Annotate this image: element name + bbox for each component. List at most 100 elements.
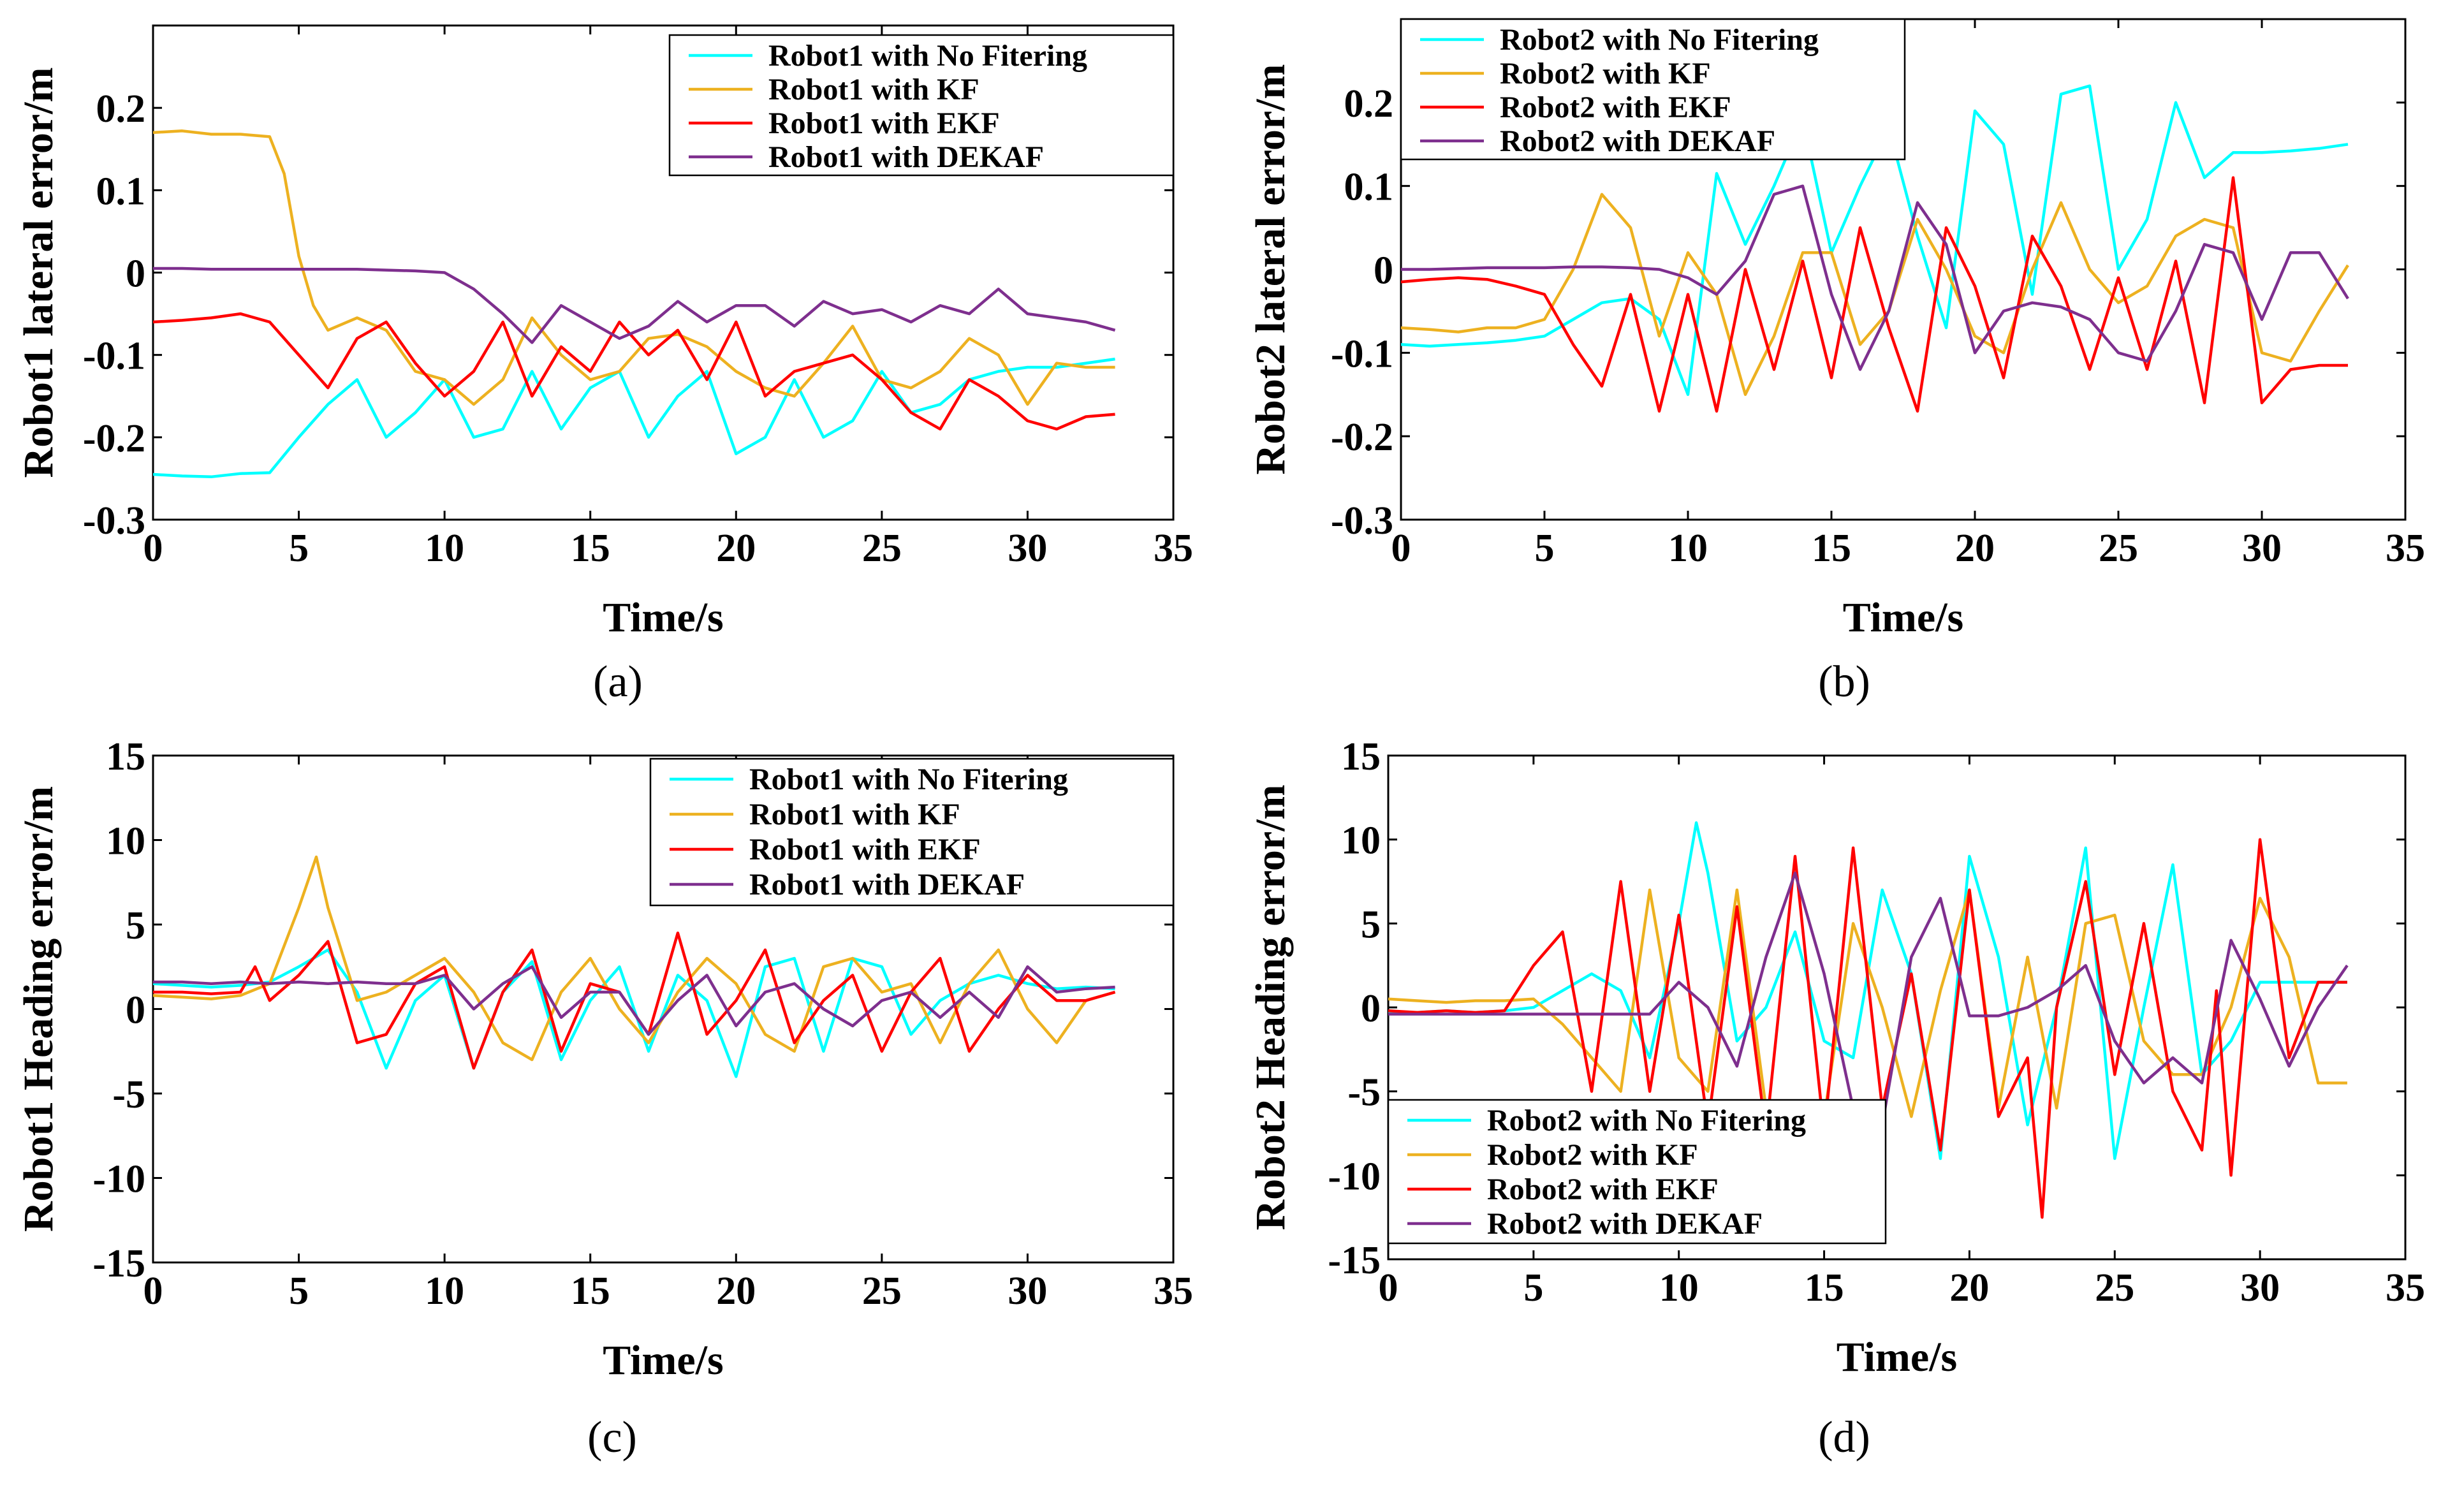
y-tick-label: -10 — [1328, 1155, 1381, 1198]
y-tick-label: 10 — [1341, 819, 1381, 863]
y-tick-label: 0.1 — [96, 170, 146, 213]
x-tick-label: 25 — [862, 1269, 902, 1313]
x-tick-label: 20 — [1955, 527, 1995, 570]
legend-entry-label: Robot1 with KF — [749, 798, 960, 831]
legend-entry-label: Robot2 with No Fitering — [1500, 23, 1819, 57]
y-tick-label: -15 — [92, 1242, 145, 1285]
chart-panel-a: 0 5 10 15 20 25 30 35 -0.3 -0.2 -0.1 0 0.1 0.2 Time/s R… — [0, 0, 1232, 746]
y-tick-label: -5 — [1347, 1071, 1381, 1115]
series-line-ekf — [1401, 176, 2348, 413]
y-tick-label: 0 — [1361, 987, 1381, 1030]
y-tick-label: 0 — [1374, 249, 1393, 293]
legend-entry-label: Robot1 with No Fitering — [768, 39, 1087, 73]
x-tick-label: 35 — [2386, 1266, 2425, 1310]
x-tick-label: 10 — [1659, 1266, 1699, 1310]
y-tick-label: -0.1 — [1331, 332, 1393, 376]
legend-entry-label: Robot2 with EKF — [1487, 1173, 1719, 1206]
series-line-ekf — [153, 312, 1115, 431]
legend-entry-label: Robot1 with DEKAF — [768, 140, 1044, 174]
y-tick-label: -15 — [1328, 1239, 1381, 1282]
x-tick-label: 30 — [1008, 1269, 1047, 1313]
x-tick-label: 20 — [716, 527, 756, 570]
x-tick-label: 0 — [143, 1269, 163, 1313]
x-tick-label: 10 — [425, 527, 464, 570]
legend-entry-label: Robot2 with DEKAF — [1487, 1207, 1763, 1241]
y-tick-label: -0.2 — [1331, 416, 1393, 459]
x-axis-label: Time/s — [1837, 1334, 1957, 1380]
x-tick-label: 35 — [1154, 527, 1193, 570]
y-axis-label: Robot1 lateral error/m — [15, 68, 62, 478]
series-line-kf — [153, 129, 1115, 406]
x-axis-label: Time/s — [603, 594, 723, 641]
x-tick-label: 30 — [1008, 527, 1047, 570]
y-tick-label: 5 — [126, 904, 145, 947]
chart-panel-c: 0 5 10 15 20 25 30 35 -15 -10 -5 0 5 10 15 Time/s Robot1… — [0, 735, 1232, 1492]
panel-label-a: (a) — [593, 657, 643, 706]
x-tick-label: 0 — [1391, 527, 1411, 570]
y-axis-label: Robot1 Heading error/m — [15, 786, 62, 1232]
series-line-dekaf — [1401, 184, 2349, 371]
panel-label-c: (c) — [587, 1413, 637, 1462]
x-tick-label: 5 — [289, 1269, 309, 1313]
chart-c-svg: 0 5 10 15 20 25 30 35 -15 -10 -5 0 5 10 15 Time/s Robot1… — [15, 735, 1193, 1384]
x-tick-label: 5 — [1523, 1266, 1543, 1310]
y-tick-label: 10 — [106, 820, 145, 863]
series-line-dekaf — [153, 965, 1115, 1036]
y-axis-label: Robot2 Heading error/m — [1247, 784, 1294, 1230]
legend-entry-label: Robot1 with EKF — [749, 833, 981, 867]
legend-entry-label: Robot2 with DEKAF — [1500, 124, 1775, 158]
legend-entry-label: Robot1 with EKF — [768, 106, 1000, 140]
legend-box — [1387, 1099, 1887, 1245]
x-tick-label: 5 — [289, 527, 309, 570]
y-tick-label: 0.2 — [1344, 82, 1394, 126]
legend-entry-label: Robot2 with KF — [1500, 57, 1711, 91]
y-tick-label: -10 — [92, 1158, 145, 1201]
y-tick-label: 15 — [1341, 735, 1381, 779]
x-tick-label: 10 — [1668, 527, 1708, 570]
x-tick-label: 5 — [1535, 527, 1555, 570]
x-tick-label: 20 — [1949, 1266, 1989, 1310]
y-tick-label: 0.1 — [1344, 166, 1394, 209]
series-line-no-filtering — [1388, 821, 2347, 1160]
y-tick-label: -0.2 — [83, 417, 145, 460]
legend-box — [1400, 18, 1906, 161]
legend-entry-label: Robot2 with EKF — [1500, 91, 1731, 124]
series-line-dekaf — [153, 267, 1116, 344]
y-tick-label: -0.1 — [83, 335, 145, 378]
x-tick-label: 35 — [2386, 527, 2425, 570]
x-tick-label: 15 — [571, 1269, 610, 1313]
x-tick-label: 25 — [862, 527, 902, 570]
x-tick-label: 15 — [571, 527, 610, 570]
series-line-kf — [153, 855, 1116, 1062]
legend-box — [649, 757, 1175, 907]
x-tick-label: 35 — [1154, 1269, 1193, 1313]
x-axis-label: Time/s — [1843, 594, 1963, 641]
legend-entry-label: Robot1 with DEKAF — [749, 868, 1025, 902]
legend-entry-label: Robot2 with No Fitering — [1487, 1104, 1806, 1137]
x-tick-label: 15 — [1805, 1266, 1844, 1310]
y-tick-label: 0 — [126, 989, 145, 1032]
series-line-no-filtering — [153, 357, 1115, 479]
chart-panel-d: 0 5 10 15 20 25 30 35 -15 -10 -5 0 5 10 15 Time/s Robot2… — [1232, 735, 2464, 1492]
legend-entry-label: Robot1 with No Fitering — [749, 763, 1068, 796]
x-axis-label: Time/s — [603, 1337, 723, 1384]
y-tick-label: 15 — [106, 735, 145, 779]
legend-entry-label: Robot2 with KF — [1487, 1138, 1698, 1172]
x-tick-label: 25 — [2099, 527, 2138, 570]
y-tick-label: -5 — [112, 1073, 145, 1116]
y-tick-label: -0.3 — [1331, 499, 1393, 543]
panel-label-d: (d) — [1818, 1413, 1870, 1462]
chart-d-svg: 0 5 10 15 20 25 30 35 -15 -10 -5 0 5 10 15 Time/s Robot2… — [1247, 735, 2425, 1380]
x-tick-label: 15 — [1812, 527, 1851, 570]
series-line-kf — [1401, 193, 2349, 397]
y-tick-label: 5 — [1361, 903, 1381, 946]
x-tick-label: 20 — [716, 1269, 756, 1313]
x-tick-label: 10 — [425, 1269, 464, 1313]
legend-box — [668, 34, 1175, 177]
y-axis-label: Robot2 lateral error/m — [1247, 64, 1294, 475]
y-tick-label: -0.3 — [83, 499, 145, 543]
x-tick-label: 30 — [2240, 1266, 2280, 1310]
